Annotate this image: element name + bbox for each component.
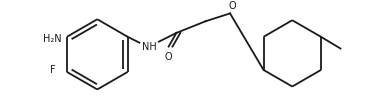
- Text: F: F: [49, 65, 55, 75]
- Text: NH: NH: [142, 42, 157, 52]
- Text: H₂N: H₂N: [44, 34, 62, 44]
- Text: O: O: [165, 52, 173, 62]
- Text: O: O: [228, 1, 236, 11]
